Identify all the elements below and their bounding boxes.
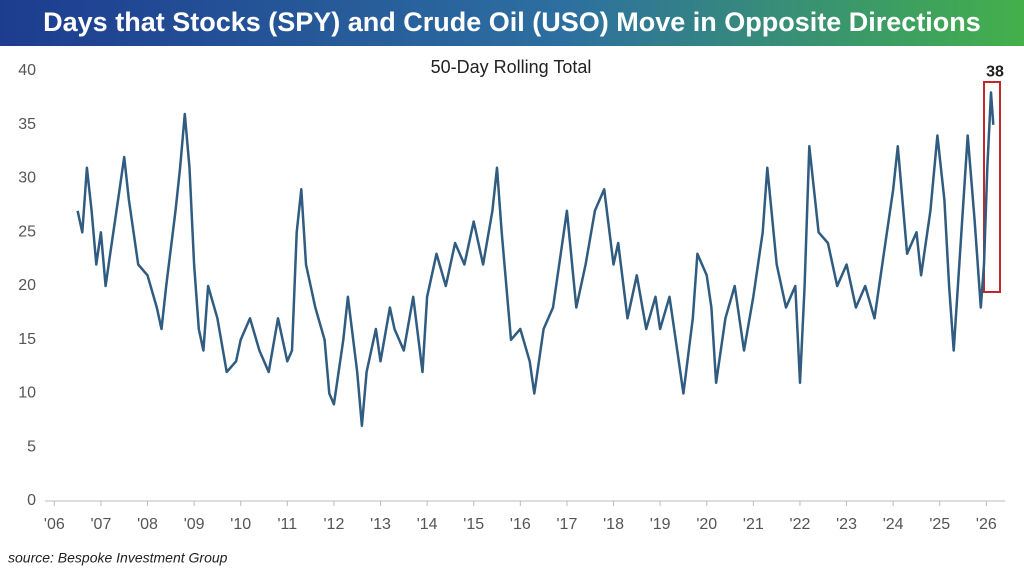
y-tick-label: 25	[18, 223, 36, 240]
data-line	[76, 91, 995, 428]
x-tick-label: '11	[277, 516, 297, 533]
highlight-box	[983, 81, 1001, 293]
y-tick-label: 20	[18, 277, 36, 294]
x-tick-label: '18	[603, 516, 624, 533]
x-tick-label: '16	[510, 516, 531, 533]
y-tick-label: 15	[18, 331, 36, 348]
x-tick-label: '06	[44, 516, 65, 533]
x-tick-label: '24	[883, 516, 904, 533]
x-tick-label: '08	[137, 516, 158, 533]
source-note: source: Bespoke Investment Group	[8, 550, 228, 566]
y-tick-label: 40	[18, 62, 36, 79]
x-tick-label: '12	[324, 516, 345, 533]
annotation: 38	[986, 64, 1004, 81]
x-tick-label: '19	[650, 516, 671, 533]
chart-title: Days that Stocks (SPY) and Crude Oil (US…	[43, 7, 981, 37]
x-tick-label: '15	[463, 516, 484, 533]
title-banner	[0, 0, 1024, 46]
x-tick-label: '07	[90, 516, 111, 533]
x-tick-label: '10	[230, 516, 251, 533]
y-tick-label: 35	[18, 116, 36, 133]
x-tick-label: '09	[184, 516, 205, 533]
y-tick-label: 5	[27, 438, 36, 455]
y-tick-label: 0	[27, 492, 36, 509]
y-tick-label: 30	[18, 170, 36, 187]
x-tick-label: '21	[743, 516, 764, 533]
x-tick-label: '22	[790, 516, 811, 533]
x-tick-label: '14	[417, 516, 438, 533]
x-tick-label: '20	[696, 516, 717, 533]
y-tick-label: 10	[18, 385, 36, 402]
x-tick-label: '25	[929, 516, 950, 533]
x-tick-label: '23	[836, 516, 857, 533]
x-tick-label: '17	[557, 516, 578, 533]
chart-subtitle: 50-Day Rolling Total	[431, 57, 592, 77]
x-tick-label: '26	[976, 516, 997, 533]
x-tick-label: '13	[370, 516, 391, 533]
